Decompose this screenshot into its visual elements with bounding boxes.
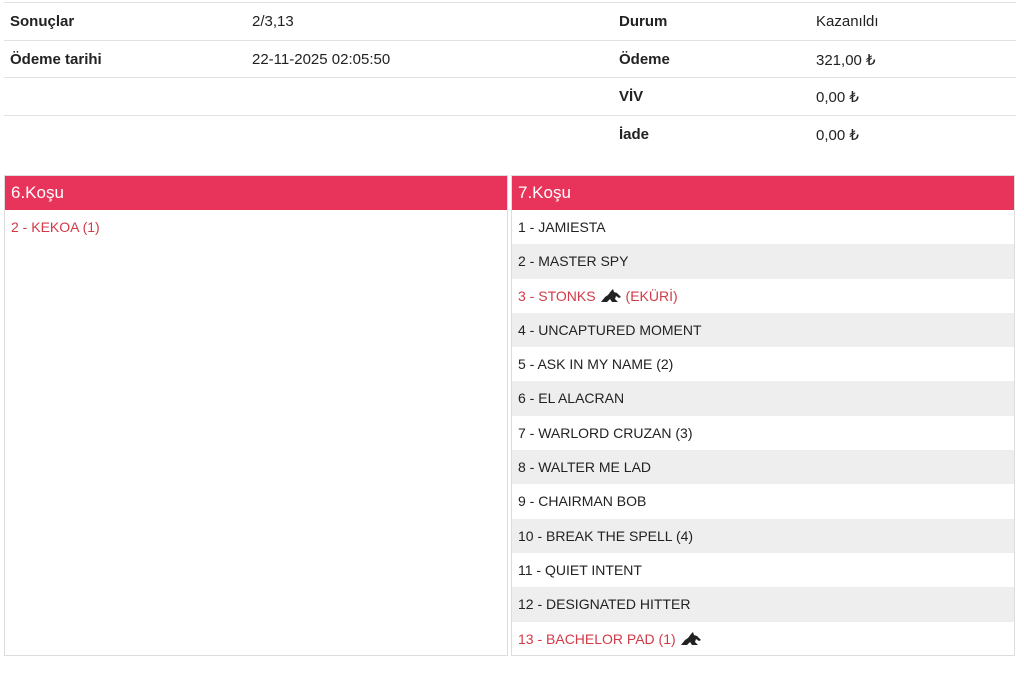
summary-row: VİV 0,00 ₺	[4, 77, 1016, 115]
race-panel: 7.Koşu 1 - JAMIESTA 2 - MASTER SPY 3 - STON…	[511, 175, 1015, 656]
runner-name: 12 - DESIGNATED HITTER	[518, 596, 691, 613]
runner-row: 5 - ASK IN MY NAME (2)	[512, 347, 1014, 381]
races: 6.Koşu 2 - KEKOA (1) 7.Koşu 1 - JAMIESTA 2 -…	[4, 175, 1016, 657]
field-label: VİV	[619, 88, 644, 106]
runner-name: 8 - WALTER ME LAD	[518, 459, 652, 476]
runner-row: 12 - DESIGNATED HITTER	[512, 587, 1014, 622]
runner-row: 6 - EL ALACRAN	[512, 381, 1014, 416]
horse-shape	[680, 631, 701, 645]
field-value: 0,00 ₺	[816, 89, 859, 107]
runner-name: 3 - STONKS	[518, 287, 596, 304]
horse-shape	[600, 288, 621, 302]
race-title: 7.Koşu	[512, 176, 1014, 210]
summary-row: Sonuçlar 2/3,13 Durum Kazanıldı	[4, 2, 1016, 40]
runner-row: 1 - JAMIESTA	[512, 210, 1014, 244]
runner-row: 2 - KEKOA (1)	[5, 210, 507, 244]
runner-name: 1 - JAMIESTA	[518, 219, 606, 235]
runner-name: 9 - CHAIRMAN BOB	[518, 493, 647, 510]
race-panel: 6.Koşu 2 - KEKOA (1)	[4, 175, 508, 656]
race-title: 6.Koşu	[5, 176, 507, 210]
runner-row: 7 - WARLORD CRUZAN (3)	[512, 416, 1014, 450]
runner-row: 9 - CHAIRMAN BOB	[512, 484, 1014, 518]
field-value: Kazanıldı	[816, 13, 879, 30]
runner-name: 7 - WARLORD CRUZAN (3)	[518, 424, 693, 441]
runner-name: 11 - QUIET INTENT	[518, 561, 642, 578]
runner-name: 5 - ASK IN MY NAME (2)	[518, 356, 674, 373]
runner-row: 2 - MASTER SPY	[512, 244, 1014, 279]
summary-row: Ödeme tarihi 22-11-2025 02:05:50 Ödeme 321,…	[4, 39, 1016, 78]
runner-name: 6 - EL ALACRAN	[518, 390, 625, 407]
field-label: Sonuçlar	[10, 13, 75, 30]
runner-row: 10 - BREAK THE SPELL (4)	[512, 518, 1014, 553]
runner-name: 13 - BACHELOR PAD (1)	[518, 630, 676, 647]
runner-name: 4 - UNCAPTURED MOMENT	[518, 321, 702, 338]
runner-name: 2 - MASTER SPY	[518, 253, 629, 270]
horse-icon	[600, 288, 621, 302]
horse-icon	[680, 631, 701, 645]
runner-row: 11 - QUIET INTENT	[512, 553, 1014, 587]
field-label: Ödeme	[619, 50, 670, 68]
runner-row: 8 - WALTER ME LAD	[512, 450, 1014, 485]
field-label: İade	[619, 126, 650, 144]
runner-note: (EKÜRİ)	[625, 287, 678, 304]
runner-row: 4 - UNCAPTURED MOMENT	[512, 312, 1014, 348]
field-value: 321,00 ₺	[816, 51, 876, 69]
summary-row: İade 0,00 ₺	[4, 115, 1016, 153]
runner-name: 2 - KEKOA (1)	[11, 219, 100, 235]
field-label: Durum	[619, 13, 668, 30]
field-value: 22-11-2025 02:05:50	[252, 50, 391, 68]
runner-row: 3 - STONKS (EKÜRİ)	[512, 279, 1014, 313]
runner-row: 13 - BACHELOR PAD (1)	[512, 622, 1014, 656]
field-value: 2/3,13	[252, 13, 294, 30]
field-label: Ödeme tarihi	[10, 50, 102, 68]
runner-name: 10 - BREAK THE SPELL (4)	[518, 527, 694, 544]
field-value: 0,00 ₺	[816, 127, 859, 145]
